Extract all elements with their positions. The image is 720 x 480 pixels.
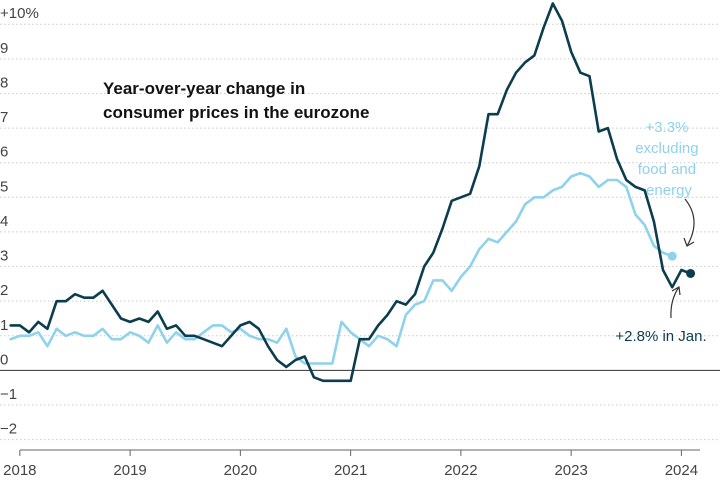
chart-title: Year-over-year change in consumer prices… — [103, 79, 369, 122]
y-tick-label: −2 — [0, 421, 17, 438]
y-tick-labels: +10% 9 8 7 6 5 4 3 2 1 0 −1 −2 — [0, 5, 39, 437]
end-point-core — [667, 251, 677, 261]
x-tick-label: 2019 — [113, 462, 146, 479]
annotation-core-line-2: excluding — [635, 140, 698, 157]
y-tick-label: 5 — [0, 178, 8, 195]
x-tick-label: 2024 — [665, 462, 698, 479]
annotation-headline-line-1: +2.8% in Jan. — [615, 328, 706, 345]
y-tick-label: 9 — [0, 40, 8, 57]
annotation-core-line-1: +3.3% — [645, 119, 688, 136]
annotation-headline: +2.8% in Jan. — [615, 328, 706, 345]
series-line-headline — [9, 2, 692, 383]
y-tick-label: 8 — [0, 74, 8, 91]
annotation-arrow-core — [683, 198, 695, 247]
annotation-core-line-4: energy — [646, 182, 692, 199]
x-tick-label: 2021 — [334, 462, 367, 479]
x-ticks: 2018 2019 2020 2021 2022 2023 2024 — [3, 450, 698, 479]
annotation-arrow-headline — [670, 286, 681, 319]
x-tick-label: 2020 — [224, 462, 257, 479]
y-tick-label: 1 — [0, 317, 8, 334]
end-point-headline — [686, 268, 696, 278]
chart-title-line-1: Year-over-year change in — [103, 79, 305, 98]
annotation-core-line-3: food and — [638, 161, 696, 178]
y-tick-label: 4 — [0, 213, 8, 230]
grid-lines — [0, 23, 720, 441]
x-tick-label: 2023 — [554, 462, 587, 479]
chart-title-line-2: consumer prices in the eurozone — [103, 103, 369, 122]
x-tick-label: 2022 — [444, 462, 477, 479]
y-tick-label: 3 — [0, 248, 8, 265]
y-tick-label: 7 — [0, 109, 8, 126]
y-tick-label: 2 — [0, 282, 8, 299]
series-line-core — [9, 171, 674, 365]
y-tick-label: 6 — [0, 144, 8, 161]
y-tick-label: +10% — [0, 5, 39, 22]
y-tick-label: −1 — [0, 386, 17, 403]
annotation-core: +3.3% excluding food and energy — [635, 119, 703, 199]
x-tick-label: 2018 — [3, 462, 36, 479]
y-tick-label: 0 — [0, 351, 8, 368]
